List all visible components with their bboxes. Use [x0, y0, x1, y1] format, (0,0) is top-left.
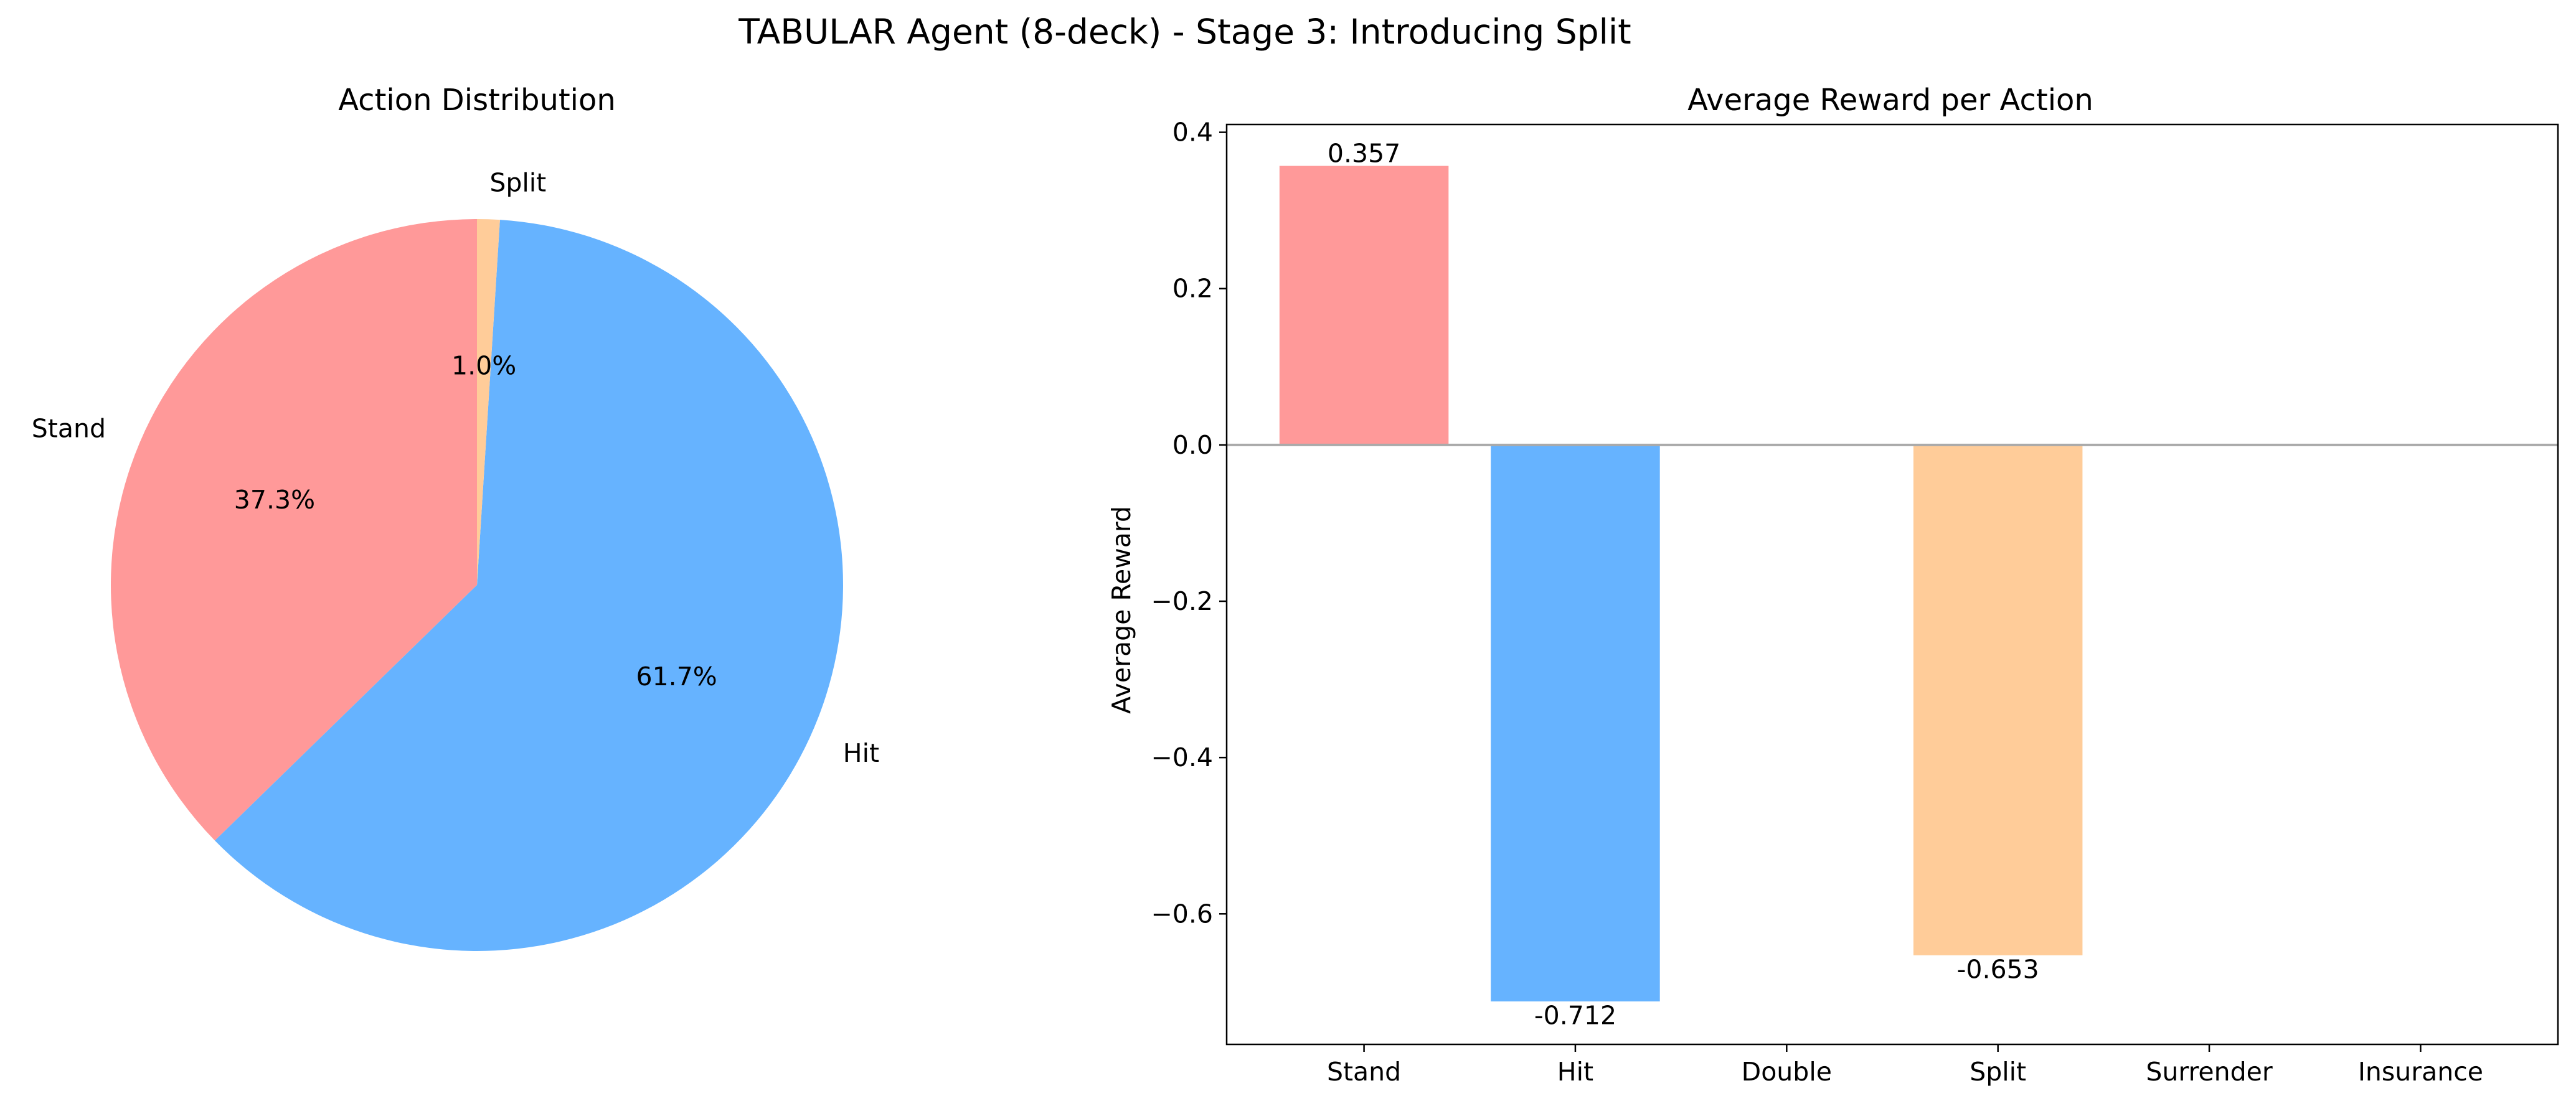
x-tick-split: Split	[1970, 1057, 2026, 1087]
y-axis-ticks: 0.4 0.2 0.0 −0.2 −0.4 −0.6	[1151, 118, 1227, 929]
bar-value-label-stand: 0.357	[1328, 139, 1400, 169]
bar-title: Average Reward per Action	[1687, 83, 2093, 118]
pie-title: Action Distribution	[338, 83, 616, 118]
y-tick-label: 0.4	[1172, 118, 1213, 148]
bar-value-label-split: -0.653	[1957, 954, 2039, 984]
pie-label-split: Split	[489, 168, 546, 198]
y-tick-label: −0.6	[1151, 899, 1213, 929]
pie-slice-split	[477, 219, 500, 585]
x-axis-ticks: Stand Hit Double Split Surrender Insurance	[1327, 1044, 2483, 1087]
x-tick-insurance: Insurance	[2358, 1057, 2483, 1087]
pie-label-hit: Hit	[843, 738, 879, 768]
y-tick-label: 0.0	[1172, 430, 1213, 460]
pie-pct-stand: 37.3%	[234, 485, 315, 515]
bar-split	[1913, 444, 2083, 955]
y-axis-label: Average Reward	[1106, 506, 1136, 714]
y-tick-label: −0.2	[1151, 586, 1213, 616]
figure-title: TABULAR Agent (8-deck) - Stage 3: Introd…	[738, 12, 1631, 52]
x-tick-stand: Stand	[1327, 1057, 1401, 1087]
pie-labels: Stand 37.3% Hit 61.7% Split 1.0%	[32, 168, 879, 768]
bar-stand	[1279, 166, 1449, 445]
pie-slice-stand	[111, 219, 478, 841]
bar-hit	[1491, 444, 1660, 1001]
pie-label-stand: Stand	[32, 414, 106, 444]
y-tick-label: 0.2	[1172, 274, 1213, 304]
pie-pct-hit: 61.7%	[636, 662, 717, 691]
x-tick-surrender: Surrender	[2146, 1057, 2273, 1087]
pie-chart: Action Distribution Stand 37.3% Hit 61.7% Sp…	[32, 83, 879, 951]
bar-data-labels: 0.357 -0.712 -0.653	[1328, 139, 2039, 1031]
y-tick-label: −0.4	[1151, 743, 1213, 772]
bar-marks	[1279, 166, 2083, 1001]
axes-frame	[1225, 123, 2559, 1046]
pie-pct-split: 1.0%	[451, 350, 516, 380]
pie-slices	[111, 219, 843, 951]
x-tick-double: Double	[1742, 1057, 1832, 1087]
x-tick-hit: Hit	[1557, 1057, 1593, 1087]
bar-chart: Average Reward per Action 0.357 -0.712 -0.…	[1106, 83, 2559, 1087]
bar-value-label-hit: -0.712	[1534, 1000, 1616, 1030]
pie-slice-hit	[215, 220, 843, 951]
